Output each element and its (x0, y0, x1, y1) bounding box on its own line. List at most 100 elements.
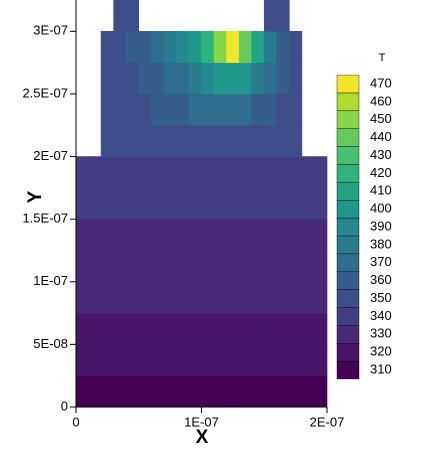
contour-cell (251, 93, 265, 126)
contour-cell (151, 156, 165, 189)
x-tick-label: 2E-07 (310, 414, 345, 429)
contour-cell (201, 124, 215, 157)
colorbar-label: 440 (370, 129, 392, 144)
contour-cell (125, 156, 140, 189)
contour-cell (151, 124, 165, 157)
contour-cell (125, 281, 140, 314)
contour-cell (238, 312, 252, 345)
contour-cell (151, 344, 165, 376)
contour-cell (75, 344, 89, 376)
contour-cell (226, 62, 240, 95)
contour-cell (314, 344, 328, 376)
contour-cell (301, 312, 315, 345)
contour-cell (226, 375, 240, 408)
colorbar-label: 470 (370, 75, 392, 90)
colorbar-label: 350 (370, 290, 392, 305)
contour-cell (113, 312, 127, 345)
colorbar-label: 370 (370, 254, 392, 269)
contour-cell (301, 344, 315, 376)
colorbar-swatch (336, 74, 360, 94)
contour-cell (314, 250, 328, 283)
contour-cell (251, 375, 265, 408)
contour-cell (113, 62, 127, 95)
contour-cell (75, 312, 89, 345)
contour-cell (276, 0, 290, 32)
contour-cell (213, 93, 227, 126)
contour-cell (201, 312, 215, 345)
contour-cell (113, 124, 127, 157)
contour-cell (151, 93, 165, 126)
contour-cell (213, 218, 227, 251)
contour-cell (238, 156, 252, 189)
contour-cell (100, 62, 114, 95)
contour-cell (125, 187, 140, 220)
contour-cell (238, 344, 252, 376)
colorbar-label: 460 (370, 93, 392, 108)
contour-cell (176, 62, 190, 95)
contour-cell (226, 250, 240, 283)
contour-cell (125, 93, 140, 126)
colorbar-title: T (379, 52, 386, 64)
contour-cell (226, 93, 240, 126)
contour-cell (314, 218, 328, 251)
contour-cell (263, 375, 278, 408)
contour-cell (151, 312, 165, 345)
contour-cell (276, 375, 290, 408)
colorbar-swatch (336, 199, 360, 219)
contour-cell (88, 250, 102, 283)
contour-cell (251, 156, 265, 189)
contour-cell (289, 344, 303, 376)
contour-cell (263, 62, 278, 95)
contour-cell (289, 156, 303, 189)
colorbar-label: 420 (370, 165, 392, 180)
contour-cell (138, 250, 152, 283)
contour-cell (276, 250, 290, 283)
contour-cell (138, 281, 152, 314)
contour-cell (251, 124, 265, 157)
contour-cell (201, 218, 215, 251)
colorbar-swatch (336, 360, 360, 380)
colorbar-swatch (336, 325, 360, 344)
colorbar-swatch (336, 110, 360, 129)
contour-cell (163, 218, 177, 251)
contour-cell (276, 124, 290, 157)
contour-cell (100, 281, 114, 314)
contour-cell (251, 281, 265, 314)
contour-cell (75, 250, 89, 283)
contour-cell (138, 312, 152, 345)
contour-cell (163, 31, 177, 63)
contour-cell (188, 281, 202, 314)
contour-cell (213, 375, 227, 408)
contour-cell (88, 218, 102, 251)
contour-cell (176, 375, 190, 408)
contour-cell (276, 187, 290, 220)
contour-cell (263, 0, 278, 32)
contour-cell (125, 62, 140, 95)
contour-cell (188, 124, 202, 157)
colorbar-swatch (336, 92, 360, 112)
contour-cell (238, 281, 252, 314)
contour-cell (138, 93, 152, 126)
contour-cell (201, 156, 215, 189)
contour-cell (88, 281, 102, 314)
colorbar-swatch (336, 289, 360, 308)
colorbar-swatch (336, 146, 360, 165)
contour-cell (176, 187, 190, 220)
y-tick-label: 1.5E-07 (22, 211, 68, 226)
contour-cell (201, 93, 215, 126)
colorbar-label: 340 (370, 308, 392, 323)
contour-cell (88, 156, 102, 189)
contour-field (75, 0, 328, 408)
contour-cell (138, 187, 152, 220)
contour-cell (263, 218, 278, 251)
x-axis-title: X (196, 427, 209, 448)
contour-cell (226, 281, 240, 314)
contour-cell (188, 62, 202, 95)
contour-cell (226, 312, 240, 345)
contour-cell (138, 218, 152, 251)
axes: 0 5E-08 1E-07 1.5E-07 2E-07 2.5E-07 3E-07 0 1E-0… (22, 0, 344, 429)
contour-cell (125, 0, 140, 32)
contour-cell (100, 250, 114, 283)
contour-cell (100, 312, 114, 345)
contour-cell (226, 187, 240, 220)
